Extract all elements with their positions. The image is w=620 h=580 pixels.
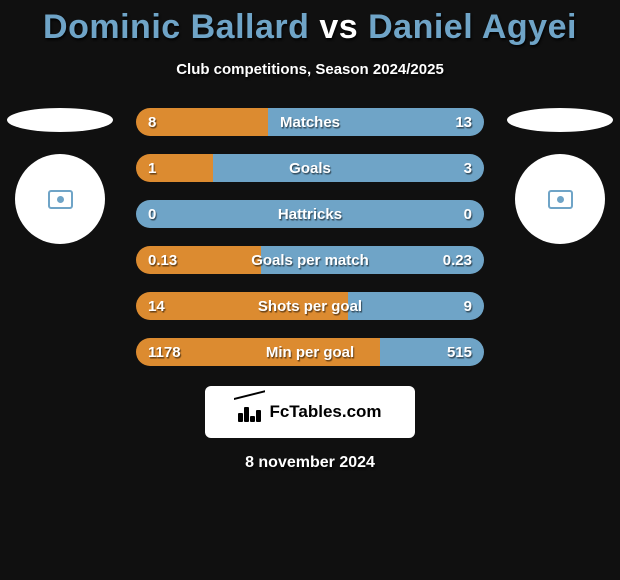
stat-row: Matches813 <box>136 108 484 136</box>
stat-row: Goals13 <box>136 154 484 182</box>
stat-bar-left <box>136 338 380 366</box>
subtitle: Club competitions, Season 2024/2025 <box>0 61 620 78</box>
player2-avatar-column <box>500 108 620 244</box>
stat-row: Shots per goal149 <box>136 292 484 320</box>
player2-name: Daniel Agyei <box>368 8 577 46</box>
brand-box[interactable]: FcTables.com <box>205 386 415 438</box>
placeholder-photo-icon <box>548 190 573 209</box>
brand-text: FcTables.com <box>269 402 381 422</box>
stat-bar-left <box>136 292 348 320</box>
stat-bar-right <box>380 338 484 366</box>
stat-row: Hattricks00 <box>136 200 484 228</box>
stat-bars: Matches813 Goals13 Hattricks00 Goals per ma… <box>136 108 484 366</box>
stat-bar-right <box>213 154 484 182</box>
vs-text: vs <box>319 8 358 46</box>
stat-row: Min per goal1178515 <box>136 338 484 366</box>
content: Matches813 Goals13 Hattricks00 Goals per ma… <box>0 108 620 366</box>
player1-name: Dominic Ballard <box>43 8 309 46</box>
comparison-title: Dominic Ballard vs Daniel Agyei <box>0 0 620 47</box>
stat-bar-left <box>136 246 261 274</box>
stat-row: Goals per match0.130.23 <box>136 246 484 274</box>
stat-bar-right <box>268 108 484 136</box>
stat-bar-right <box>136 200 484 228</box>
bar-chart-icon <box>238 402 262 422</box>
player1-team-crest-placeholder <box>7 108 113 132</box>
stat-bar-right <box>348 292 484 320</box>
stat-bar-left <box>136 108 268 136</box>
player1-avatar-column <box>0 108 120 244</box>
player1-avatar <box>15 154 105 244</box>
stat-bar-right <box>261 246 484 274</box>
placeholder-photo-icon <box>48 190 73 209</box>
stat-bar-left <box>136 154 213 182</box>
player2-team-crest-placeholder <box>507 108 613 132</box>
player2-avatar <box>515 154 605 244</box>
date: 8 november 2024 <box>0 454 620 472</box>
